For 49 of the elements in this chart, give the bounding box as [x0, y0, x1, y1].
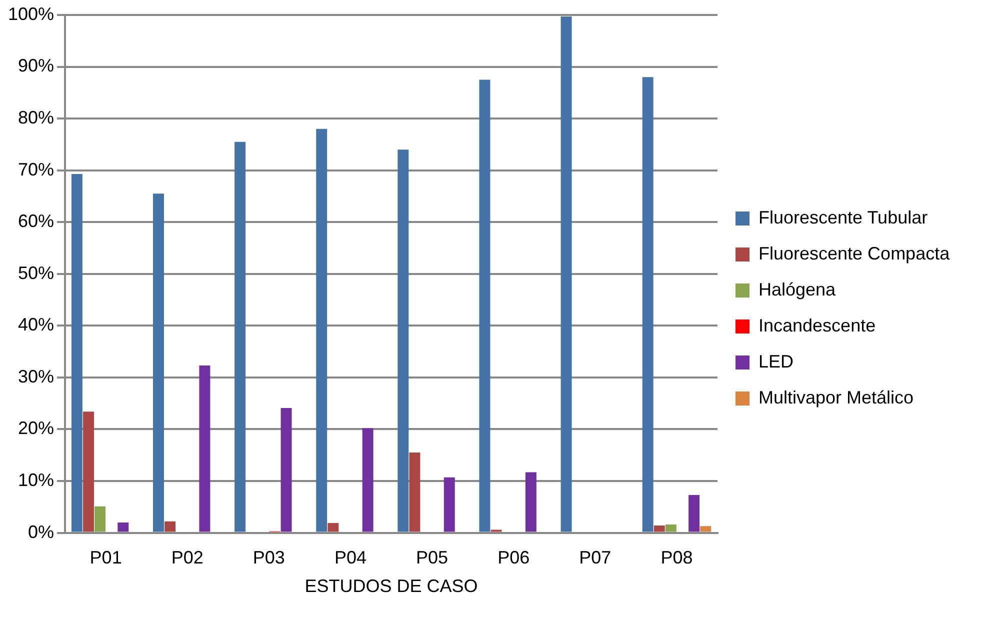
y-tick-label: 60%: [18, 211, 54, 232]
y-tick-label: 0%: [28, 522, 54, 542]
bar: [409, 452, 420, 532]
bar: [234, 142, 246, 532]
bar: [560, 16, 572, 532]
bar: [94, 506, 106, 532]
x-axis-title: ESTUDOS DE CASO: [304, 576, 478, 596]
legend-label: Halógena: [758, 279, 837, 300]
bar: [71, 174, 82, 532]
y-tick-label: 90%: [18, 56, 54, 76]
legend-label: Incandescente: [758, 315, 876, 336]
bar: [118, 522, 129, 532]
y-tick-label: 50%: [18, 262, 54, 283]
bar: [479, 80, 490, 532]
bar: [199, 366, 210, 532]
y-tick-label: 70%: [18, 159, 54, 180]
bar: [362, 428, 374, 532]
bar: [654, 526, 665, 532]
y-tick-label: 10%: [18, 470, 54, 490]
bar: [82, 412, 94, 532]
x-tick-label: P03: [252, 548, 285, 568]
bar: [280, 408, 292, 532]
legend-label: LED: [758, 351, 794, 372]
y-tick-label: 30%: [18, 366, 54, 386]
bar: [525, 472, 536, 532]
legend-label: Fluorescente Tubular: [758, 207, 928, 228]
bar: [700, 526, 712, 532]
bar: [642, 77, 654, 532]
x-tick-label: P02: [171, 548, 204, 568]
x-tick-label: P01: [90, 548, 122, 568]
bar: [444, 477, 455, 532]
y-tick-label: 80%: [18, 108, 54, 128]
x-tick-label: P06: [498, 548, 530, 568]
bar: [398, 150, 409, 532]
x-tick-label: P04: [334, 548, 367, 568]
bar: [688, 495, 700, 532]
y-tick-label: 40%: [18, 314, 54, 335]
bar: [328, 522, 339, 532]
bar: [665, 524, 676, 532]
bar: [316, 128, 328, 532]
bar: [164, 521, 176, 532]
y-tick-label: 20%: [18, 418, 54, 438]
legend-label: Fluorescente Compacta: [758, 243, 951, 264]
legend-label: Multivapor Metálico: [758, 387, 914, 408]
x-tick-label: P07: [579, 548, 612, 568]
x-tick-label: P08: [660, 548, 693, 568]
y-tick-label: 100%: [8, 4, 54, 24]
x-tick-label: P05: [416, 548, 448, 568]
bar: [153, 194, 164, 532]
